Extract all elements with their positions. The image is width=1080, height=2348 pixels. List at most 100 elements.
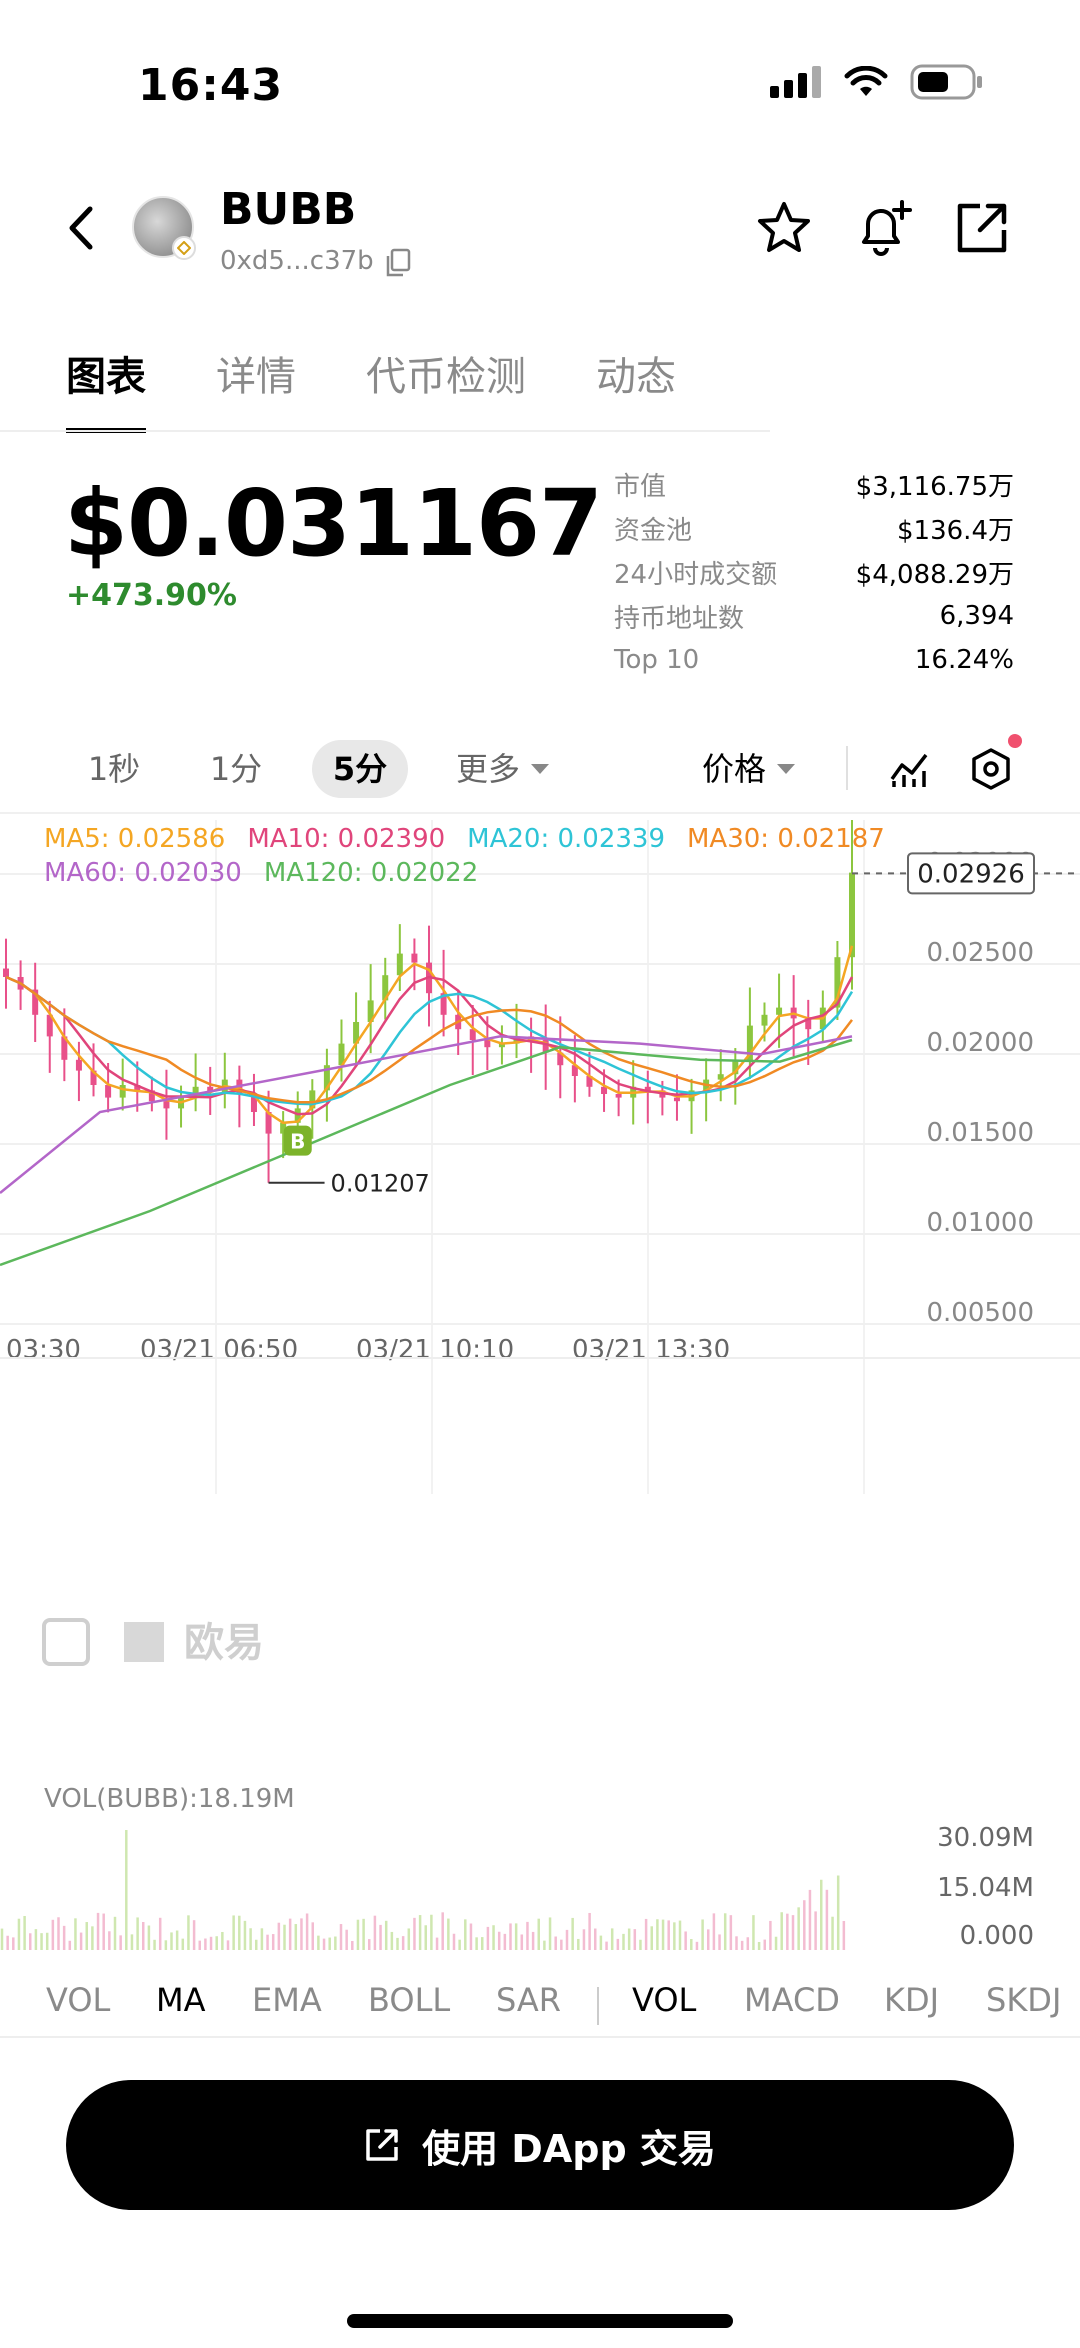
indicator-ma[interactable]: MA	[156, 1981, 206, 2019]
indicator-kdj[interactable]: KDJ	[884, 1981, 940, 2019]
price-alert-button[interactable]	[852, 196, 916, 260]
settings-hexagon-icon	[972, 748, 1010, 790]
watermark-text: 欧易	[184, 1620, 264, 1666]
indicator-vol-main[interactable]: VOL	[46, 1981, 111, 2019]
candle-body	[192, 1086, 199, 1098]
candle-body	[644, 1086, 651, 1091]
candle-body	[411, 953, 418, 963]
current-price: $0.031167	[64, 470, 603, 577]
candle-body	[746, 1025, 753, 1062]
timeframe-more-label: 更多	[456, 750, 521, 788]
candle-body	[542, 1040, 549, 1053]
price-selector[interactable]: 价格	[702, 740, 812, 798]
candle-body	[294, 1108, 301, 1123]
stat-label-market-cap: 市值	[614, 471, 667, 502]
candle-body	[46, 1014, 53, 1037]
candle-body	[61, 1036, 68, 1060]
star-icon	[758, 202, 810, 252]
status-icons	[770, 64, 984, 100]
y-axis-label: 0.00500	[926, 1298, 1034, 1328]
stat-value-top10: 16.24%	[914, 645, 1014, 675]
stat-label-24h-volume: 24小时成交额	[614, 559, 778, 590]
candle-body	[309, 1090, 316, 1109]
wifi-icon	[844, 66, 888, 96]
ma120-value: MA120: 0.02022	[263, 858, 479, 888]
candle-body	[280, 1122, 287, 1134]
volume-axis-label: 30.09M	[937, 1823, 1034, 1853]
indicator-separator	[597, 1987, 599, 2025]
candle-body	[148, 1090, 155, 1102]
indicator-macd[interactable]: MACD	[744, 1981, 840, 2019]
timeframe-row: 1秒 1分 5分 更多 价格	[0, 730, 1080, 810]
candle-body	[32, 989, 39, 1015]
indicator-row: VOL MA EMA BOLL SAR VOL MACD KDJ SKDJ	[0, 1965, 1080, 2035]
ma60-line	[0, 1035, 853, 1194]
candle-body	[484, 1040, 491, 1048]
ma5-line	[5, 945, 854, 1125]
indicator-skdj[interactable]: SKDJ	[986, 1981, 1062, 2019]
stat-row: 资金池 $136.4万	[614, 506, 1014, 550]
price-change: +473.90%	[66, 578, 237, 613]
chart-settings-button[interactable]	[966, 740, 1016, 798]
stat-label-liquidity: 资金池	[614, 515, 693, 546]
y-axis-label: 0.01500	[926, 1118, 1034, 1148]
bell-plus-icon	[862, 200, 912, 256]
tab-token-check[interactable]: 代币检测	[366, 354, 526, 400]
favorite-button[interactable]	[752, 196, 816, 260]
copy-icon[interactable]	[384, 248, 412, 278]
tab-details[interactable]: 详情	[216, 354, 296, 400]
candle-body	[834, 957, 841, 1008]
chain-badge-icon	[172, 236, 196, 260]
ma10-value: MA10: 0.02390	[247, 824, 446, 854]
timeframe-5m[interactable]: 5分	[312, 740, 408, 798]
ma30-line	[5, 975, 853, 1104]
stat-value-liquidity: $136.4万	[897, 515, 1014, 546]
stat-row: Top 10 16.24%	[614, 638, 1014, 682]
stat-label-top10: Top 10	[614, 645, 700, 675]
ma30-value: MA30: 0.02187	[687, 824, 885, 854]
buy-marker-label: B	[290, 1130, 305, 1154]
indicator-sar[interactable]: SAR	[496, 1981, 562, 2019]
timeframe-more[interactable]: 更多	[456, 740, 566, 798]
external-link-icon	[366, 2129, 398, 2161]
candle-body	[717, 1074, 724, 1080]
indicator-ema[interactable]: EMA	[252, 1981, 322, 2019]
back-button[interactable]	[56, 198, 106, 258]
tab-chart[interactable]: 图表	[66, 344, 146, 433]
timeframe-1m[interactable]: 1分	[209, 750, 263, 788]
current-price-label: 0.02926	[917, 859, 1025, 889]
token-address: 0xd5...c37b	[220, 246, 374, 276]
candle-body	[250, 1094, 257, 1112]
indicator-boll[interactable]: BOLL	[368, 1981, 451, 2019]
home-indicator	[347, 2314, 733, 2328]
candle-body	[601, 1086, 608, 1094]
status-time: 16:43	[138, 60, 284, 111]
fullscreen-icon	[42, 1618, 90, 1666]
candle-body	[673, 1097, 680, 1102]
indicator-button[interactable]	[884, 740, 934, 798]
dapp-trade-button[interactable]: 使用 DApp 交易	[66, 2080, 1014, 2210]
dapp-trade-label: 使用 DApp 交易	[422, 2126, 716, 2171]
stat-value-24h-volume: $4,088.29万	[855, 559, 1014, 590]
timeframe-1s[interactable]: 1秒	[87, 750, 141, 788]
y-axis-label: 0.02000	[926, 1028, 1034, 1058]
tab-activity[interactable]: 动态	[596, 354, 676, 400]
candle-body	[90, 1070, 97, 1085]
stat-value-market-cap: $3,116.75万	[855, 471, 1014, 502]
battery-icon	[910, 64, 982, 100]
ma5-value: MA5: 0.02586	[44, 824, 226, 854]
candle-body	[396, 953, 403, 976]
ma120-line	[0, 1038, 853, 1267]
ma20-line	[5, 975, 854, 1106]
candle-body	[338, 1043, 345, 1066]
ma60-value: MA60: 0.02030	[44, 858, 242, 888]
stat-value-holders: 6,394	[939, 601, 1014, 631]
x-axis-label: 03:30	[6, 1335, 81, 1365]
candle-body	[805, 1018, 812, 1030]
candle-body	[382, 975, 389, 1001]
share-button[interactable]	[950, 196, 1014, 260]
x-axis-label: 03/21 06:50	[140, 1335, 298, 1365]
candle-body	[586, 1076, 593, 1087]
candlestick-chart[interactable]: 0.035000.030000.025000.020000.015000.010…	[0, 820, 1080, 1965]
indicator-vol-sub[interactable]: VOL	[632, 1981, 697, 2019]
